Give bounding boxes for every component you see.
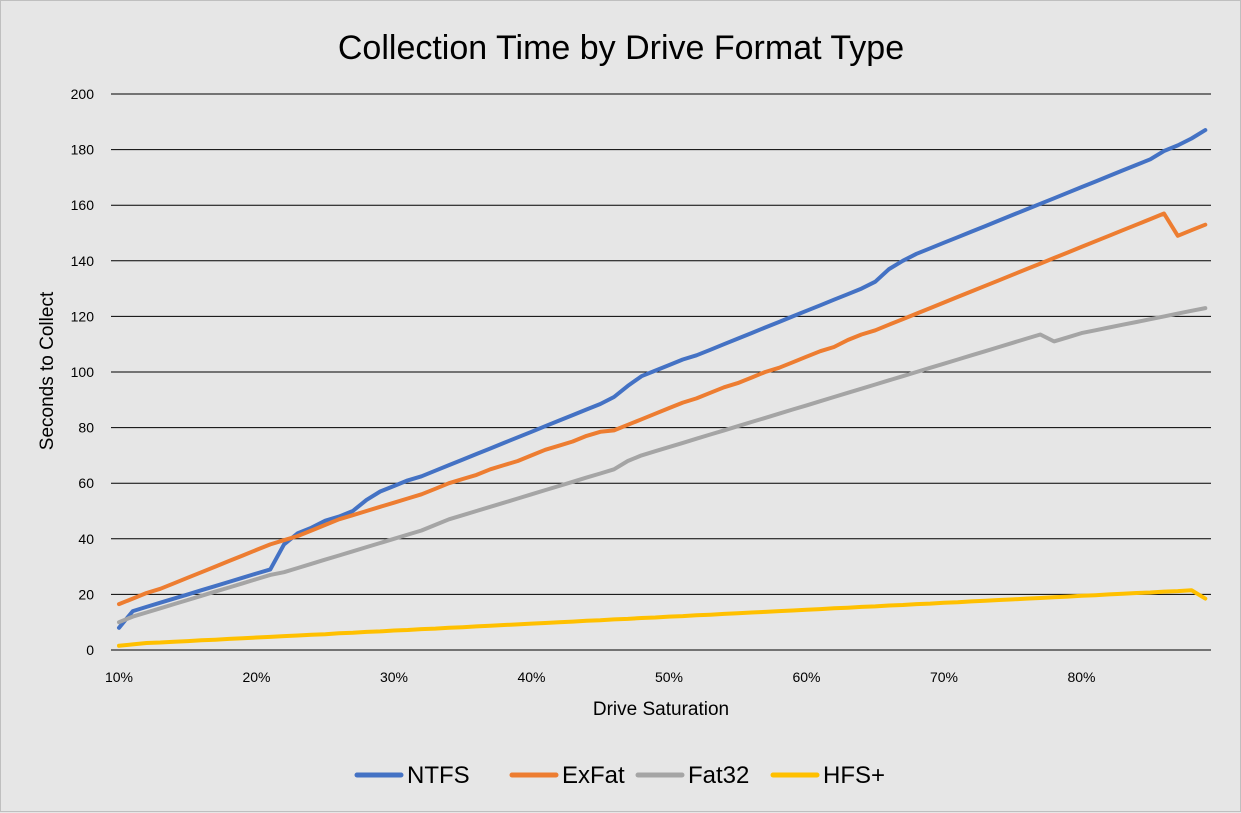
legend-item: NTFS bbox=[354, 762, 470, 789]
x-tick-label: 80% bbox=[1067, 669, 1095, 685]
x-tick-label: 20% bbox=[242, 669, 270, 685]
x-tick-label: 60% bbox=[792, 669, 820, 685]
legend-label: NTFS bbox=[407, 762, 470, 789]
y-tick-label: 140 bbox=[71, 253, 95, 269]
y-tick-label: 120 bbox=[71, 308, 95, 324]
y-tick-label: 40 bbox=[78, 531, 94, 547]
series-line-ntfs bbox=[117, 128, 1208, 630]
y-tick-label: 180 bbox=[71, 142, 95, 158]
x-tick-label: 50% bbox=[655, 669, 683, 685]
legend-item: ExFat bbox=[509, 762, 625, 789]
y-tick-label: 160 bbox=[71, 197, 95, 213]
x-tick-label: 70% bbox=[930, 669, 958, 685]
series-line-fat32 bbox=[117, 306, 1208, 625]
chart-title: Collection Time by Drive Format Type bbox=[338, 29, 904, 67]
y-axis-label: Seconds to Collect bbox=[37, 291, 58, 450]
x-tick-label: 10% bbox=[105, 669, 133, 685]
series-lines bbox=[117, 128, 1208, 648]
gridlines bbox=[111, 93, 1211, 651]
legend-label: ExFat bbox=[562, 762, 625, 789]
y-tick-label: 60 bbox=[78, 475, 94, 491]
y-axis-ticks: 0 20 40 60 80 100 120 140 160 180 200 bbox=[71, 86, 95, 658]
y-tick-label: 80 bbox=[78, 420, 94, 436]
series-line-hfs bbox=[117, 588, 1208, 648]
legend-item: HFS+ bbox=[770, 762, 885, 789]
y-tick-label: 200 bbox=[71, 86, 95, 102]
legend-label: Fat32 bbox=[688, 762, 749, 789]
y-tick-label: 0 bbox=[86, 642, 94, 658]
x-tick-label: 30% bbox=[380, 669, 408, 685]
y-tick-label: 100 bbox=[71, 364, 95, 380]
legend-item: Fat32 bbox=[635, 762, 749, 789]
series-line-exfat bbox=[117, 211, 1208, 607]
legend: NTFS ExFat Fat32 HFS+ bbox=[354, 762, 885, 789]
x-axis-ticks: 10% 20% 30% 40% 50% 60% 70% 80% bbox=[105, 669, 1096, 685]
x-tick-label: 40% bbox=[517, 669, 545, 685]
x-axis-label: Drive Saturation bbox=[593, 699, 729, 720]
legend-label: HFS+ bbox=[823, 762, 885, 789]
y-tick-label: 20 bbox=[78, 586, 94, 602]
